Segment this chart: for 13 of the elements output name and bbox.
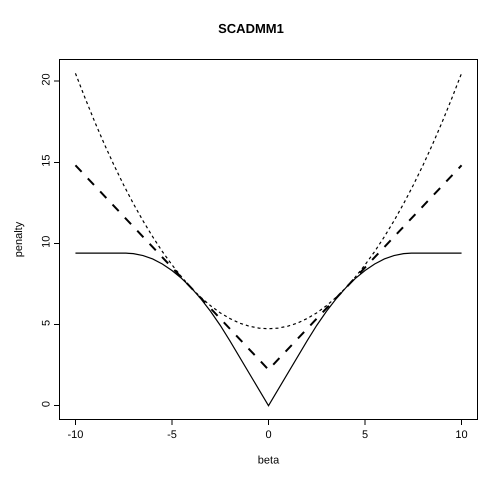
x-tick-label: -5 (167, 429, 177, 442)
x-tick-label: 5 (362, 429, 368, 442)
x-tick-label: 0 (265, 429, 272, 442)
y-axis-title: penalty (13, 221, 26, 258)
x-tick-label: -10 (67, 429, 84, 442)
chart-title: SCADMM1 (218, 21, 284, 36)
x-tick-label: 10 (455, 429, 468, 442)
y-tick-label: 10 (40, 236, 53, 248)
x-axis-title: beta (258, 454, 280, 466)
y-tick-label: 15 (40, 154, 53, 167)
y-tick-label: 5 (40, 320, 53, 326)
y-tick-label: 20 (40, 73, 53, 86)
y-tick-label: 0 (40, 400, 53, 408)
